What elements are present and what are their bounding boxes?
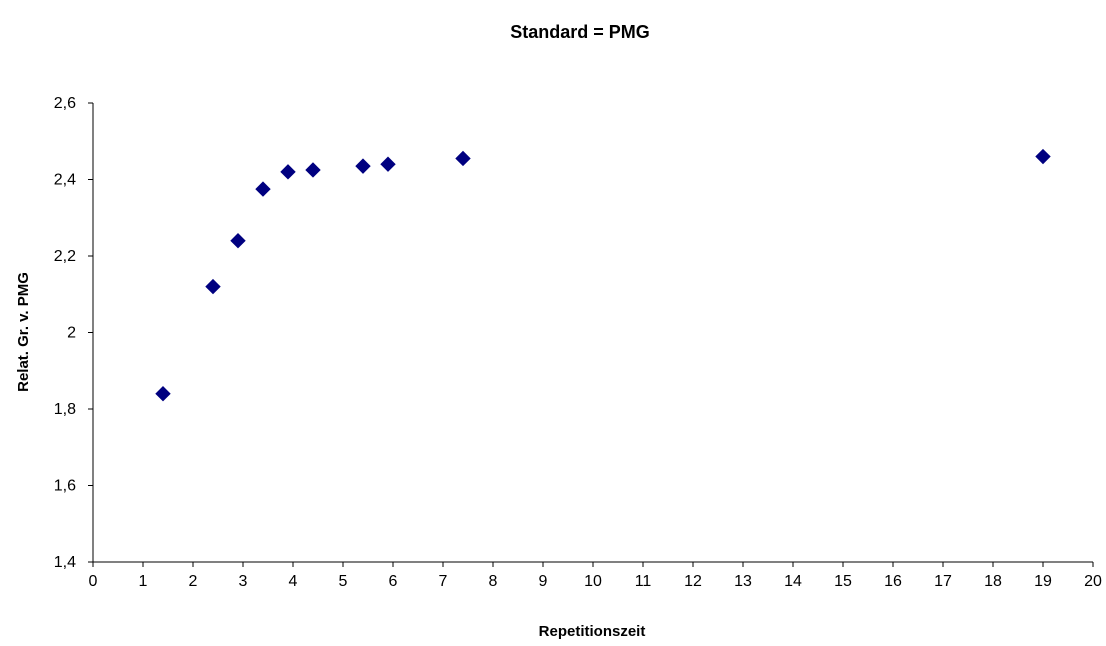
x-tick-label: 2 [189, 573, 198, 590]
data-point-marker [355, 158, 371, 174]
x-tick-label: 0 [89, 573, 98, 590]
data-points [155, 148, 1051, 402]
x-tick-label: 20 [1084, 573, 1102, 590]
data-point-marker [230, 232, 246, 249]
x-tick-label: 3 [239, 573, 248, 590]
y-tick-label: 2,2 [54, 248, 76, 265]
y-tick-label: 2,4 [54, 172, 76, 189]
data-point-marker [1035, 148, 1051, 165]
data-point-marker [255, 181, 271, 197]
x-tick-label: 10 [584, 573, 602, 590]
x-tick-label: 7 [439, 573, 448, 590]
x-tick-label: 4 [289, 573, 298, 590]
tick-labels: 1,41,61,822,22,42,60 1 2 3 4 5 6 7 8 9 10 11 12 13 14 1… [54, 95, 1102, 590]
data-point-marker [280, 164, 296, 180]
x-tick-label: 18 [984, 573, 1002, 590]
x-tick-label: 6 [389, 573, 398, 590]
x-tick-label: 9 [539, 573, 548, 590]
x-tick-label: 12 [684, 573, 702, 590]
x-tick-label: 15 [834, 573, 852, 590]
data-point-marker [455, 150, 471, 167]
data-point-marker [305, 162, 321, 178]
x-tick-label: 14 [784, 573, 802, 590]
y-axis-label: Relat. Gr. v. PMG [15, 272, 32, 392]
y-tick-label: 1,4 [54, 554, 76, 571]
axes [88, 102, 1094, 567]
x-tick-label: 5 [339, 573, 348, 590]
x-tick-label: 19 [1034, 573, 1052, 590]
data-point-marker [205, 278, 221, 295]
x-tick-label: 1 [139, 573, 148, 590]
y-tick-label: 1,8 [54, 401, 76, 418]
x-tick-label: 17 [934, 573, 952, 590]
data-point-marker [380, 156, 396, 172]
y-tick-label: 2 [67, 325, 76, 342]
x-axis-label: Repetitionszeit [539, 623, 646, 640]
chart-title: Standard = PMG [510, 22, 650, 42]
x-tick-label: 16 [884, 573, 902, 590]
y-tick-label: 2,6 [54, 95, 76, 112]
x-tick-label: 8 [489, 573, 498, 590]
y-tick-label: 1,6 [54, 478, 76, 495]
x-tick-label: 11 [635, 573, 652, 590]
data-point-marker [155, 385, 171, 402]
x-tick-label: 13 [734, 573, 752, 590]
